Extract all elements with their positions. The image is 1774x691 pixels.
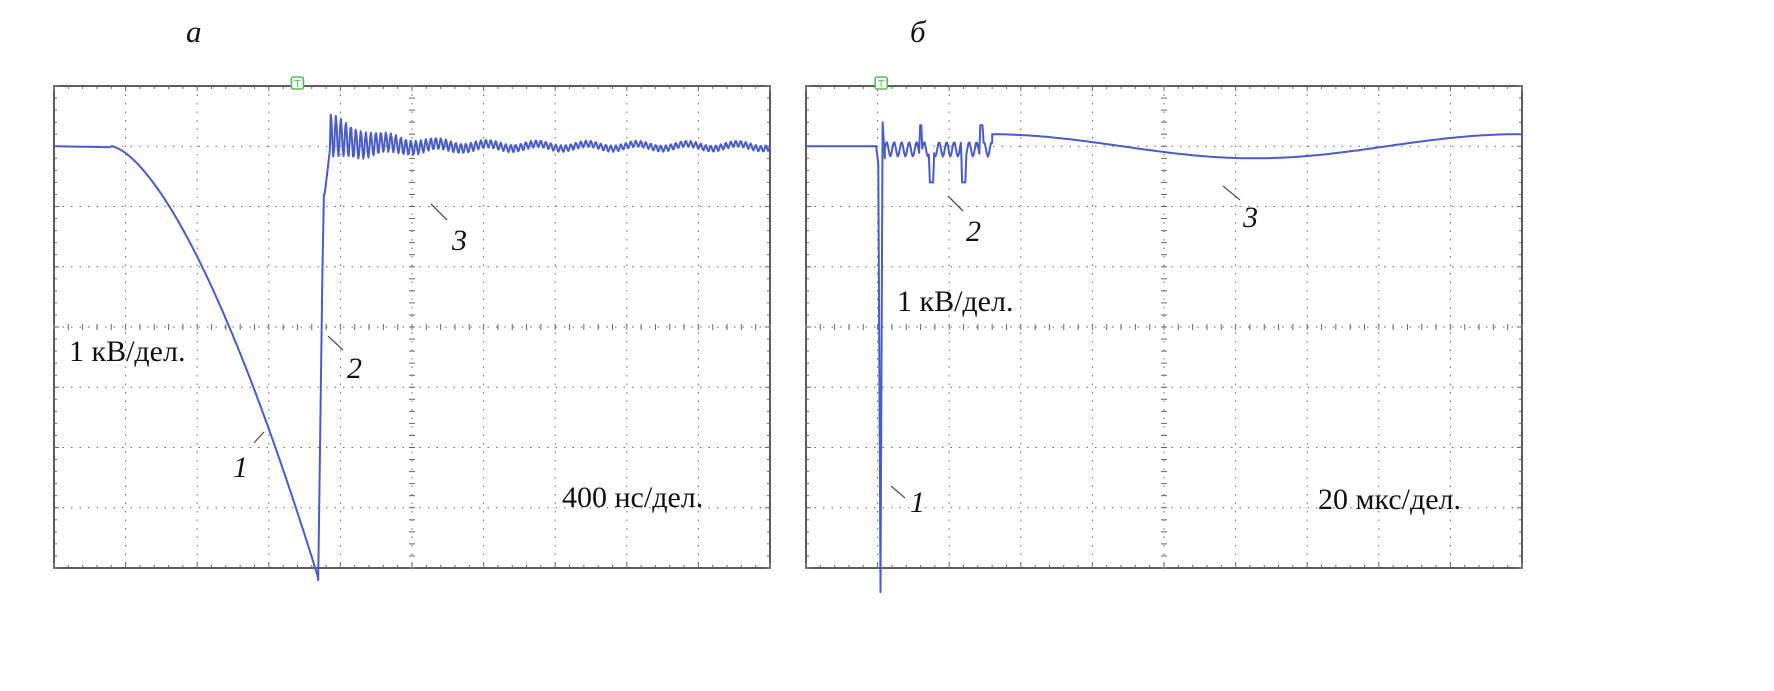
- panel-b-label-1: 1: [910, 486, 925, 519]
- oscillogram-b: T 1 кВ/дел. 20 мкс/дел. 1 2 3: [803, 76, 1623, 647]
- trigger-box: [290, 76, 305, 90]
- frame-ticks: [53, 85, 771, 569]
- trigger-marker: T: [874, 76, 888, 90]
- panel-a-label-3: 3: [452, 224, 467, 257]
- annotation-leader: [890, 485, 906, 499]
- oscillogram-a-plot: T: [53, 76, 771, 582]
- annotation-leader: [1222, 185, 1241, 201]
- annotation-leader: [947, 195, 964, 212]
- panel-b-label-2: 2: [966, 215, 981, 248]
- trigger-marker: T: [290, 76, 305, 90]
- panel-a-label-1: 1: [233, 451, 248, 484]
- panel-b-letter: б: [910, 14, 926, 49]
- panel-a-time-scale: 400 нс/дел.: [562, 481, 704, 514]
- trigger-box: [874, 76, 888, 90]
- panel-a-letter: а: [186, 14, 202, 49]
- oscillogram-a: T 1 кВ/дел. 400 нс/дел. 1 2 3: [51, 76, 871, 647]
- annotation-leader: [327, 335, 344, 351]
- frame-ticks: [805, 85, 1523, 569]
- panel-a-label-2: 2: [347, 352, 362, 385]
- trigger-label: T: [877, 79, 885, 90]
- oscillogram-a-trace: [54, 113, 771, 582]
- annotation-leader: [430, 203, 448, 221]
- panel-b-volt-scale: 1 кВ/дел.: [897, 285, 1014, 318]
- trigger-label: T: [293, 79, 301, 90]
- panel-b-label-3: 3: [1243, 201, 1258, 234]
- panel-b-time-scale: 20 мкс/дел.: [1318, 483, 1462, 516]
- oscillogram-b-trace: [806, 121, 1522, 594]
- panel-a-volt-scale: 1 кВ/дел.: [69, 335, 186, 368]
- annotation-leader: [253, 431, 265, 444]
- oscillogram-b-plot: T: [805, 76, 1523, 594]
